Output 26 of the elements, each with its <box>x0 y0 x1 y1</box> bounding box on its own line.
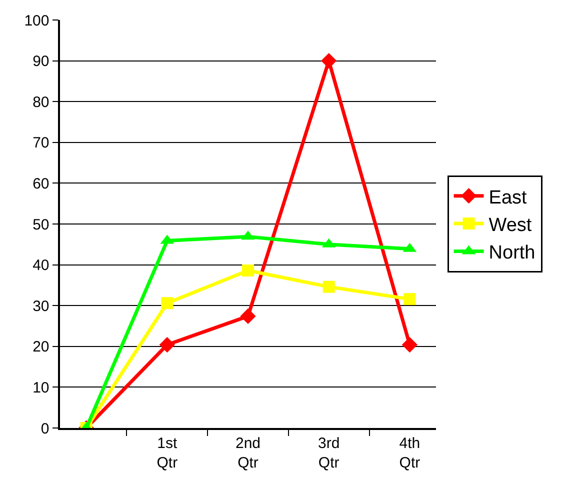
y-tick-label: 80 <box>32 94 50 111</box>
y-tick-label: 0 <box>40 420 50 438</box>
legend-label: North <box>488 242 536 264</box>
y-tick-label: 60 <box>32 175 50 192</box>
point <box>159 336 175 353</box>
point <box>402 336 418 353</box>
point <box>321 53 337 69</box>
y-tick-label: 10 <box>32 379 50 396</box>
point <box>240 308 256 324</box>
point <box>161 297 174 310</box>
y-tick-label: 70 <box>32 134 50 152</box>
point <box>322 280 335 293</box>
y-tick-label: 100 <box>24 12 50 30</box>
legend-label: East <box>488 187 528 208</box>
x-tick-label: 2nd Qtr <box>235 434 261 472</box>
point <box>242 264 254 277</box>
y-tick-label: 20 <box>32 338 50 356</box>
point <box>404 293 416 306</box>
x-tick-label: 4th Qtr <box>399 434 420 472</box>
legend-label: West <box>488 214 532 236</box>
y-tick-label: 90 <box>32 53 50 70</box>
y-tick-label: 50 <box>32 216 50 234</box>
x-tick-label: 3rd Qtr <box>318 434 340 472</box>
y-tick-label: 30 <box>32 298 50 315</box>
y-tick-label: 40 <box>32 257 50 274</box>
x-tick-label: 1st Qtr <box>156 434 178 472</box>
